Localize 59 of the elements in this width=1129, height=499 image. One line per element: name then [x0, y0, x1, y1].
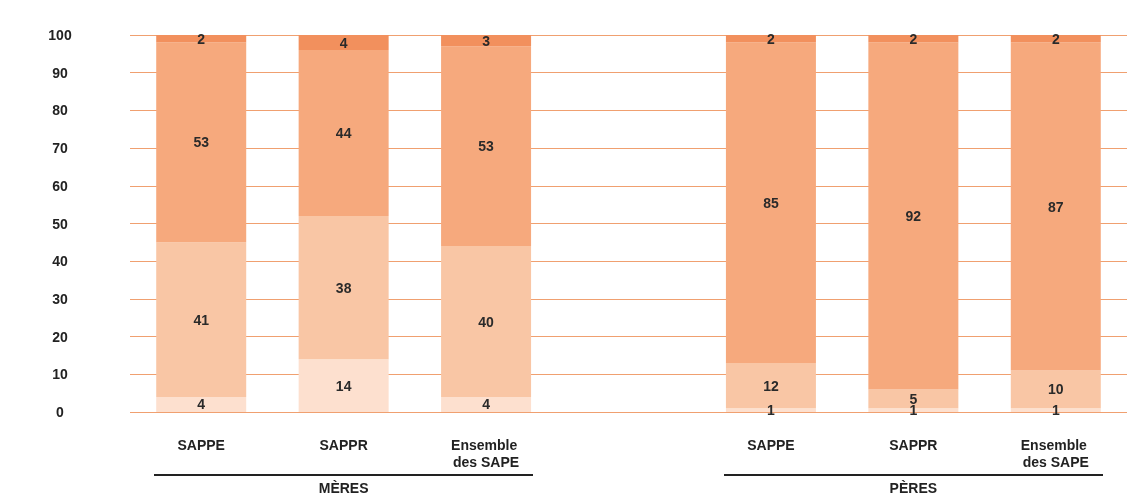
- y-tick-label: 30: [52, 290, 68, 307]
- bar: [441, 35, 532, 47]
- data-label: 1: [1051, 402, 1060, 419]
- y-tick-label: 90: [52, 64, 68, 81]
- bar: [441, 246, 532, 397]
- x-tick-label: Ensemble des SAPE: [1020, 436, 1091, 470]
- bar: [298, 359, 389, 412]
- bar: [868, 42, 959, 390]
- data-label: 2: [1051, 30, 1060, 47]
- x-tick-label: Ensemble des SAPE: [451, 436, 522, 470]
- bar: [298, 50, 389, 216]
- data-label: 2: [909, 30, 918, 47]
- data-label: 4: [482, 396, 491, 413]
- data-label: 2: [767, 30, 776, 47]
- text: MÈRES: [154, 474, 534, 496]
- data-label: 38: [335, 279, 352, 296]
- data-label: 85: [763, 194, 779, 211]
- data-label: 40: [478, 313, 495, 330]
- x-tick-label: SAPPR: [889, 436, 938, 453]
- y-tick-label: 60: [52, 177, 68, 194]
- bar: [156, 35, 247, 43]
- data-label: 92: [905, 207, 922, 224]
- data-label: 12: [763, 377, 779, 394]
- y-tick-label: 50: [52, 215, 68, 232]
- data-label: 3: [482, 32, 491, 49]
- data-label: 4: [339, 34, 348, 51]
- bar: [441, 396, 532, 412]
- y-tick-label: 80: [52, 102, 68, 119]
- bar: [298, 35, 389, 51]
- data-label: 53: [193, 134, 210, 151]
- data-label: 10: [1048, 381, 1064, 398]
- bar: [1010, 35, 1101, 43]
- y-tick-label: 100: [48, 27, 72, 43]
- y-tick-label: 20: [52, 328, 68, 345]
- bar: [156, 242, 247, 397]
- bar: [868, 35, 959, 43]
- bar: [725, 42, 816, 363]
- bar: [298, 215, 389, 360]
- bar: [156, 42, 247, 243]
- y-tick-label: 70: [52, 140, 68, 157]
- bar: [725, 35, 816, 43]
- x-tick-label: SAPPR: [319, 436, 368, 453]
- y-tick-label: 0: [56, 404, 65, 420]
- y-tick-label: 40: [52, 253, 68, 270]
- data-label: 2: [197, 30, 206, 47]
- data-label: 14: [335, 377, 352, 394]
- x-tick-label: SAPPE: [747, 436, 795, 453]
- text: PÈRES: [723, 474, 1103, 496]
- data-label: 4: [197, 396, 206, 413]
- bar: [1010, 42, 1101, 371]
- data-label: 44: [335, 125, 352, 142]
- x-tick-label: SAPPE: [177, 436, 225, 453]
- bar: [441, 46, 532, 247]
- data-label: 1: [767, 402, 776, 419]
- bar: [156, 396, 247, 412]
- data-label: 87: [1048, 198, 1064, 215]
- data-label: 41: [193, 311, 210, 328]
- data-label: 53: [478, 138, 495, 155]
- y-tick-label: 10: [52, 366, 68, 383]
